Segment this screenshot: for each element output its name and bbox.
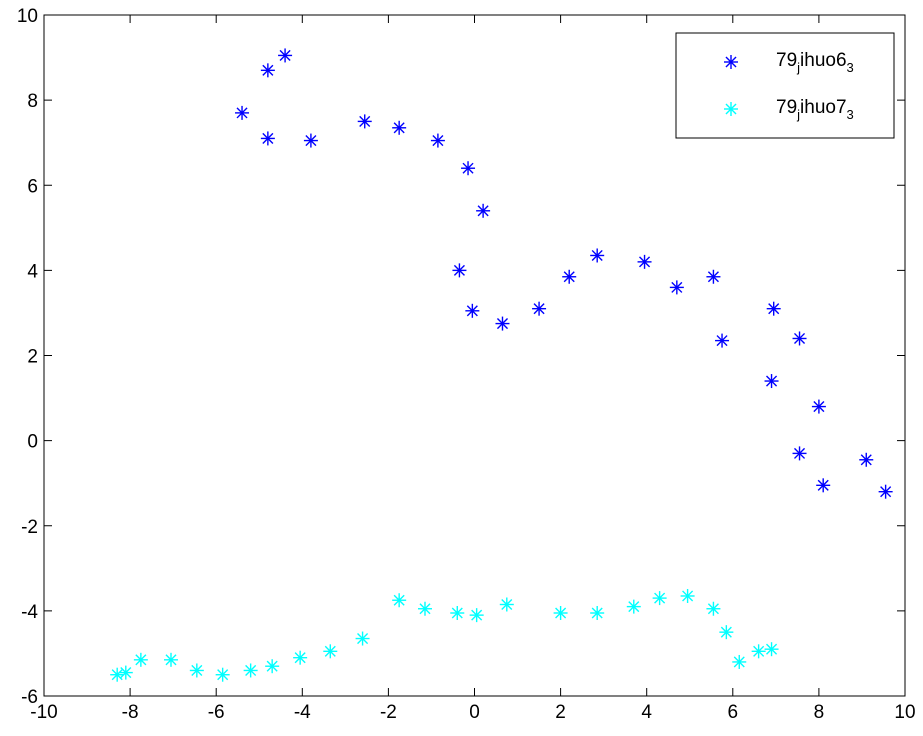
x-tick-label: -2	[380, 702, 397, 723]
data-point	[461, 161, 476, 176]
data-point	[303, 133, 318, 148]
data-point	[816, 478, 831, 493]
data-point	[499, 597, 514, 612]
data-point	[590, 248, 605, 263]
series-2	[110, 588, 779, 682]
data-point	[293, 650, 308, 665]
x-tick-label: 8	[814, 702, 825, 723]
y-tick-label: -2	[21, 517, 38, 538]
y-tick-label: 8	[27, 91, 38, 112]
data-point	[764, 642, 779, 657]
legend-label: 79jihuo63	[776, 50, 854, 75]
data-point	[476, 203, 491, 218]
data-point	[450, 606, 465, 621]
x-tick-label: -4	[294, 702, 311, 723]
series-1	[235, 48, 893, 499]
data-point	[532, 301, 547, 316]
legend-entry: 79jihuo73	[724, 97, 854, 122]
x-tick-label: 6	[728, 702, 739, 723]
data-point	[357, 114, 372, 129]
data-point	[859, 452, 874, 467]
data-point	[680, 588, 695, 603]
legend-marker	[724, 102, 738, 116]
x-tick-label: -8	[122, 702, 139, 723]
y-tick-label: 6	[27, 176, 38, 197]
x-tick-label: 2	[555, 702, 566, 723]
legend-box	[675, 32, 895, 139]
data-point	[392, 593, 407, 608]
x-tick-label: 4	[641, 702, 652, 723]
data-point	[118, 665, 133, 680]
data-point	[278, 48, 293, 63]
data-point	[590, 606, 605, 621]
y-tick-label: 4	[27, 261, 38, 282]
data-point	[243, 663, 258, 678]
data-point	[260, 131, 275, 146]
data-point	[323, 644, 338, 659]
data-point	[715, 333, 730, 348]
data-point	[751, 644, 766, 659]
data-point	[792, 331, 807, 346]
data-point	[652, 591, 667, 606]
y-tick-label: 0	[27, 432, 38, 453]
data-point	[465, 303, 480, 318]
data-point	[417, 601, 432, 616]
data-point	[392, 120, 407, 135]
legend-marker	[724, 55, 738, 69]
y-tick-label: -4	[21, 602, 38, 623]
data-point	[669, 280, 684, 295]
data-point	[235, 105, 250, 120]
x-tick-label: 10	[894, 702, 915, 723]
data-point	[637, 254, 652, 269]
data-point	[265, 659, 280, 674]
data-point	[626, 599, 641, 614]
data-point	[452, 263, 467, 278]
data-point	[878, 484, 893, 499]
data-point	[706, 269, 721, 284]
y-tick-label: 2	[27, 347, 38, 368]
data-point	[430, 133, 445, 148]
y-tick-label: 10	[17, 6, 38, 27]
data-point	[495, 316, 510, 331]
data-point	[469, 608, 484, 623]
data-point	[811, 399, 826, 414]
data-point	[764, 374, 779, 389]
data-point	[766, 301, 781, 316]
legend-entry: 79jihuo63	[724, 50, 854, 75]
y-tick-label: -6	[21, 687, 38, 708]
data-point	[215, 667, 230, 682]
data-point	[260, 63, 275, 78]
data-point	[719, 625, 734, 640]
data-point	[355, 631, 370, 646]
data-point	[553, 606, 568, 621]
data-point	[133, 652, 148, 667]
data-point	[110, 667, 125, 682]
data-point	[163, 652, 178, 667]
data-point	[562, 269, 577, 284]
data-point	[732, 654, 747, 669]
legend-label: 79jihuo73	[776, 97, 854, 122]
data-point	[706, 601, 721, 616]
x-tick-label: 0	[469, 702, 480, 723]
data-point	[792, 446, 807, 461]
axis-ticks: -10 -8 -6 -4 -2 0 2 4 6 8 10 -6 -4 -2 0 2 4 6 8 10	[17, 6, 916, 723]
x-tick-label: -6	[208, 702, 225, 723]
legend: 79jihuo63 79jihuo73	[675, 32, 895, 139]
data-point	[189, 663, 204, 678]
x-tick-label: -10	[30, 702, 57, 723]
data-series	[110, 48, 893, 682]
